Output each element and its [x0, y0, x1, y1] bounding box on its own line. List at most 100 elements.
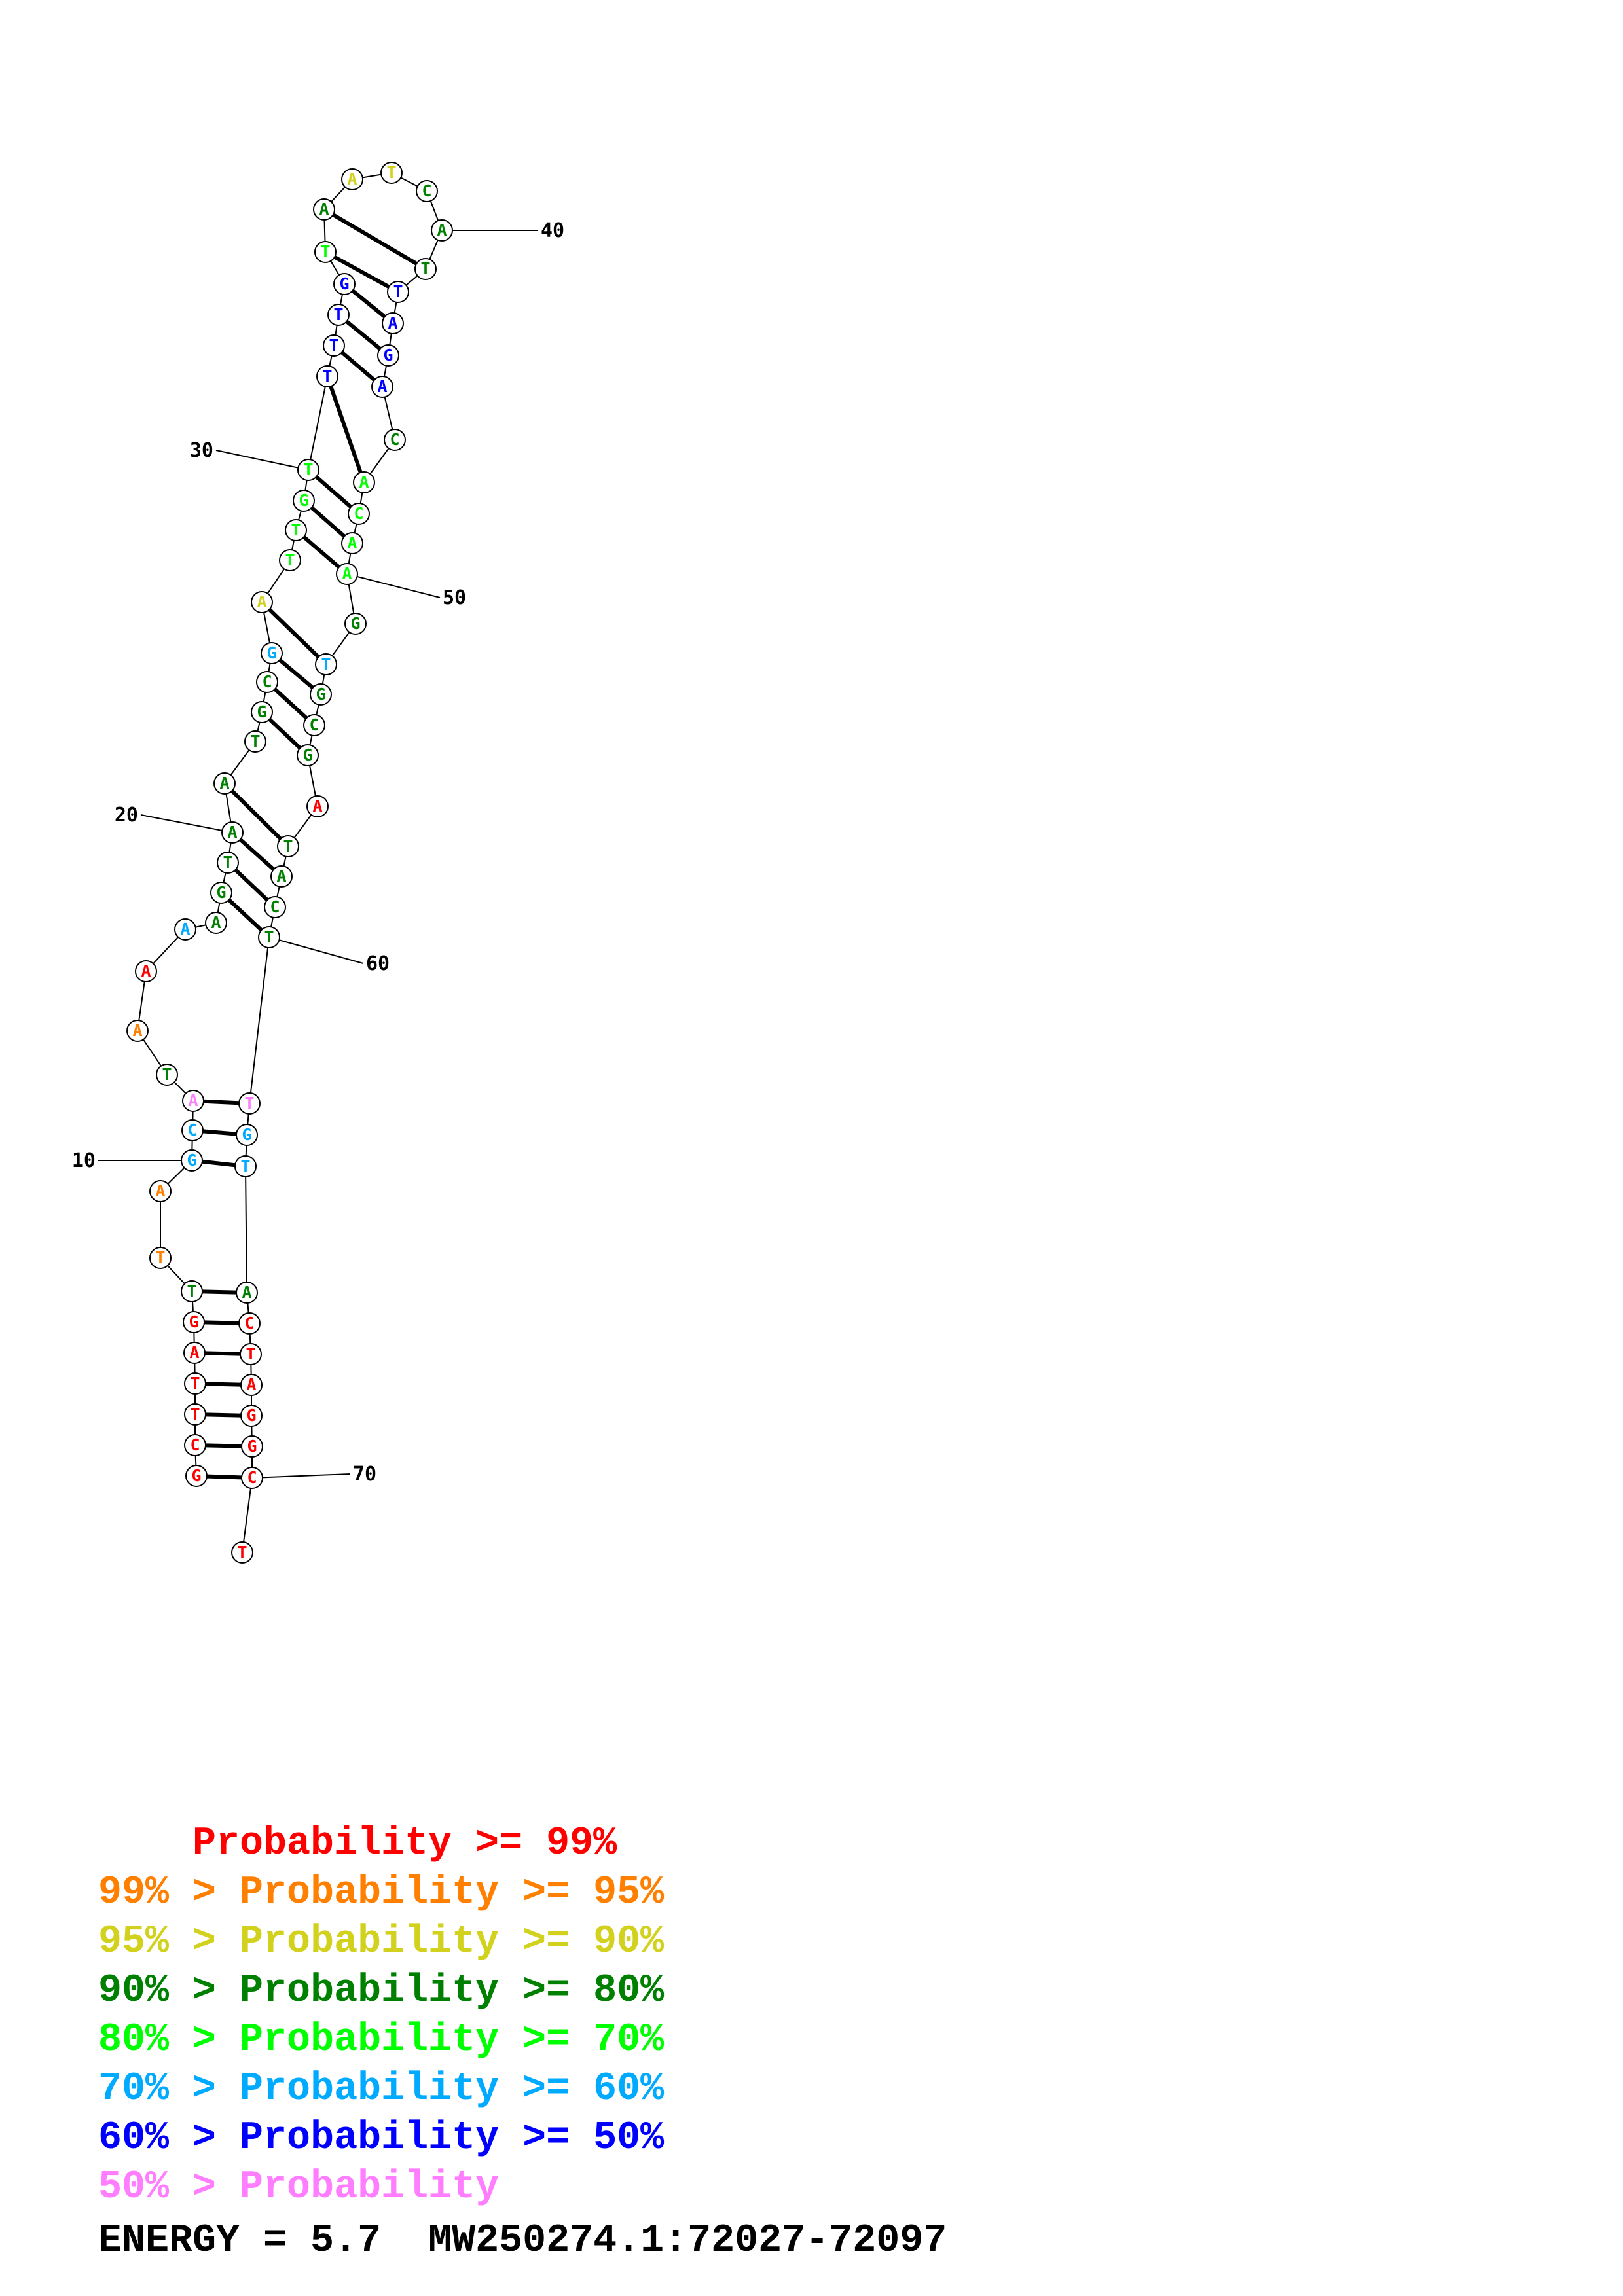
- nucleotide: T: [238, 1092, 261, 1115]
- nucleotide-base: C: [262, 672, 272, 691]
- nucleotide-base: G: [299, 491, 308, 510]
- nucleotide: T: [184, 1403, 206, 1426]
- nucleotide: C: [256, 671, 278, 693]
- nucleotide-circle: [341, 168, 363, 190]
- nucleotide: T: [231, 1541, 253, 1564]
- nucleotide-base: A: [242, 1283, 251, 1302]
- nucleotide: T: [414, 258, 437, 280]
- legend-row: 95% > Probability >= 90%: [98, 1918, 664, 1967]
- nucleotide-circle: [241, 1435, 263, 1458]
- nucleotide-base: A: [319, 200, 329, 219]
- nucleotide-base: C: [354, 504, 363, 523]
- position-label-line: [215, 450, 309, 471]
- nucleotide: A: [251, 591, 273, 613]
- nucleotide-base: C: [309, 715, 319, 734]
- nucleotide-base: G: [247, 1437, 257, 1456]
- position-label: 40: [541, 219, 564, 242]
- nucleotide-circle: [348, 503, 370, 525]
- nucleotide-circle: [240, 1405, 263, 1427]
- nucleotide: T: [156, 1064, 178, 1086]
- nucleotide-circle: [205, 912, 227, 934]
- nucleotide-circle: [258, 926, 280, 948]
- nucleotide: A: [270, 865, 293, 888]
- nucleotide-base: G: [189, 1312, 198, 1331]
- nucleotide: G: [241, 1435, 263, 1458]
- legend-row: Probability >= 99%: [98, 1820, 664, 1869]
- energy-footer: ENERGY = 5.7 MW250274.1:72027-72097: [98, 2219, 947, 2263]
- nucleotide-base: G: [187, 1151, 196, 1170]
- nucleotide: G: [251, 701, 273, 723]
- nucleotide-base: T: [237, 1543, 247, 1562]
- nucleotide: T: [258, 926, 280, 948]
- nucleotide-base: A: [437, 221, 447, 240]
- legend-text: Probability >= 95%: [240, 1871, 665, 1915]
- nucleotide: C: [241, 1467, 263, 1489]
- nucleotide: T: [380, 162, 403, 184]
- nucleotide: A: [240, 1374, 263, 1396]
- nucleotide: T: [314, 241, 337, 263]
- nucleotide-circle: [377, 344, 399, 367]
- legend-text: Probability >= 80%: [240, 1969, 665, 2013]
- nucleotide-circle: [306, 795, 329, 817]
- nucleotide-circle: [297, 744, 319, 766]
- nucleotide-base: A: [347, 170, 357, 188]
- nucleotide-base: G: [266, 643, 276, 662]
- nucleotide-base: A: [342, 564, 352, 583]
- position-label: 50: [443, 586, 466, 609]
- nucleotide-circle: [313, 198, 335, 221]
- nucleotide: G: [185, 1465, 208, 1487]
- nucleotide-circle: [234, 1155, 257, 1177]
- nucleotide-base: T: [283, 836, 293, 855]
- nucleotide: G: [293, 490, 315, 512]
- nucleotide: A: [371, 376, 393, 398]
- legend-text: Probability: [240, 2165, 500, 2210]
- legend-prefix: 80% >: [98, 2018, 240, 2062]
- nucleotide-circle: [279, 549, 301, 571]
- nucleotide: T: [323, 334, 345, 357]
- nucleotide-base: T: [329, 336, 338, 355]
- nucleotide: C: [264, 896, 286, 918]
- nucleotide-base: C: [244, 1314, 254, 1333]
- nucleotide-base: A: [180, 920, 190, 939]
- nucleotide: G: [236, 1124, 258, 1146]
- legend-prefix: 99% >: [98, 1871, 240, 1915]
- nucleotide-circle: [210, 882, 232, 904]
- base-pair-bond: [307, 468, 360, 516]
- legend-text: Probability >= 99%: [192, 1821, 617, 1866]
- base-pair-bond: [323, 207, 427, 271]
- position-labels: 10 20 30 40 50 60 70: [72, 219, 564, 1486]
- nucleotide: A: [149, 1180, 172, 1202]
- nucleotide: G: [183, 1311, 205, 1333]
- nucleotide-base: C: [422, 181, 431, 200]
- nucleotide: A: [431, 219, 453, 242]
- nucleotide-circle: [344, 613, 367, 635]
- nucleotide: A: [313, 198, 335, 221]
- nucleotide: C: [384, 429, 406, 451]
- nucleotide-circle: [149, 1180, 172, 1202]
- nucleotide: G: [297, 744, 319, 766]
- nucleotide-circle: [221, 821, 244, 844]
- nucleotide: A: [182, 1090, 204, 1112]
- nucleotide-circle: [387, 281, 409, 303]
- nucleotide-base: A: [359, 473, 369, 492]
- nucleotide-base: A: [189, 1343, 199, 1362]
- nucleotide-circle: [341, 532, 363, 554]
- nucleotide: C: [184, 1434, 206, 1456]
- nucleotide: T: [316, 365, 338, 387]
- nucleotide-circle: [416, 180, 438, 202]
- nucleotide-base: G: [216, 883, 226, 902]
- legend-prefix: 50% >: [98, 2165, 240, 2210]
- nucleotide-circle: [213, 772, 236, 795]
- nucleotide: A: [221, 821, 244, 844]
- nucleotide-base: A: [312, 797, 322, 816]
- base-pair-bond: [324, 250, 399, 294]
- nucleotide-circle: [183, 1342, 206, 1364]
- nucleotide-circle: [241, 1467, 263, 1489]
- nucleotide-base: A: [188, 1091, 198, 1110]
- nucleotide-circle: [264, 896, 286, 918]
- nucleotide: G: [240, 1405, 263, 1427]
- nucleotide-circle: [181, 1280, 203, 1302]
- position-label-line: [268, 937, 364, 964]
- nucleotide-base: T: [420, 259, 430, 278]
- nucleotide-circle: [297, 459, 319, 481]
